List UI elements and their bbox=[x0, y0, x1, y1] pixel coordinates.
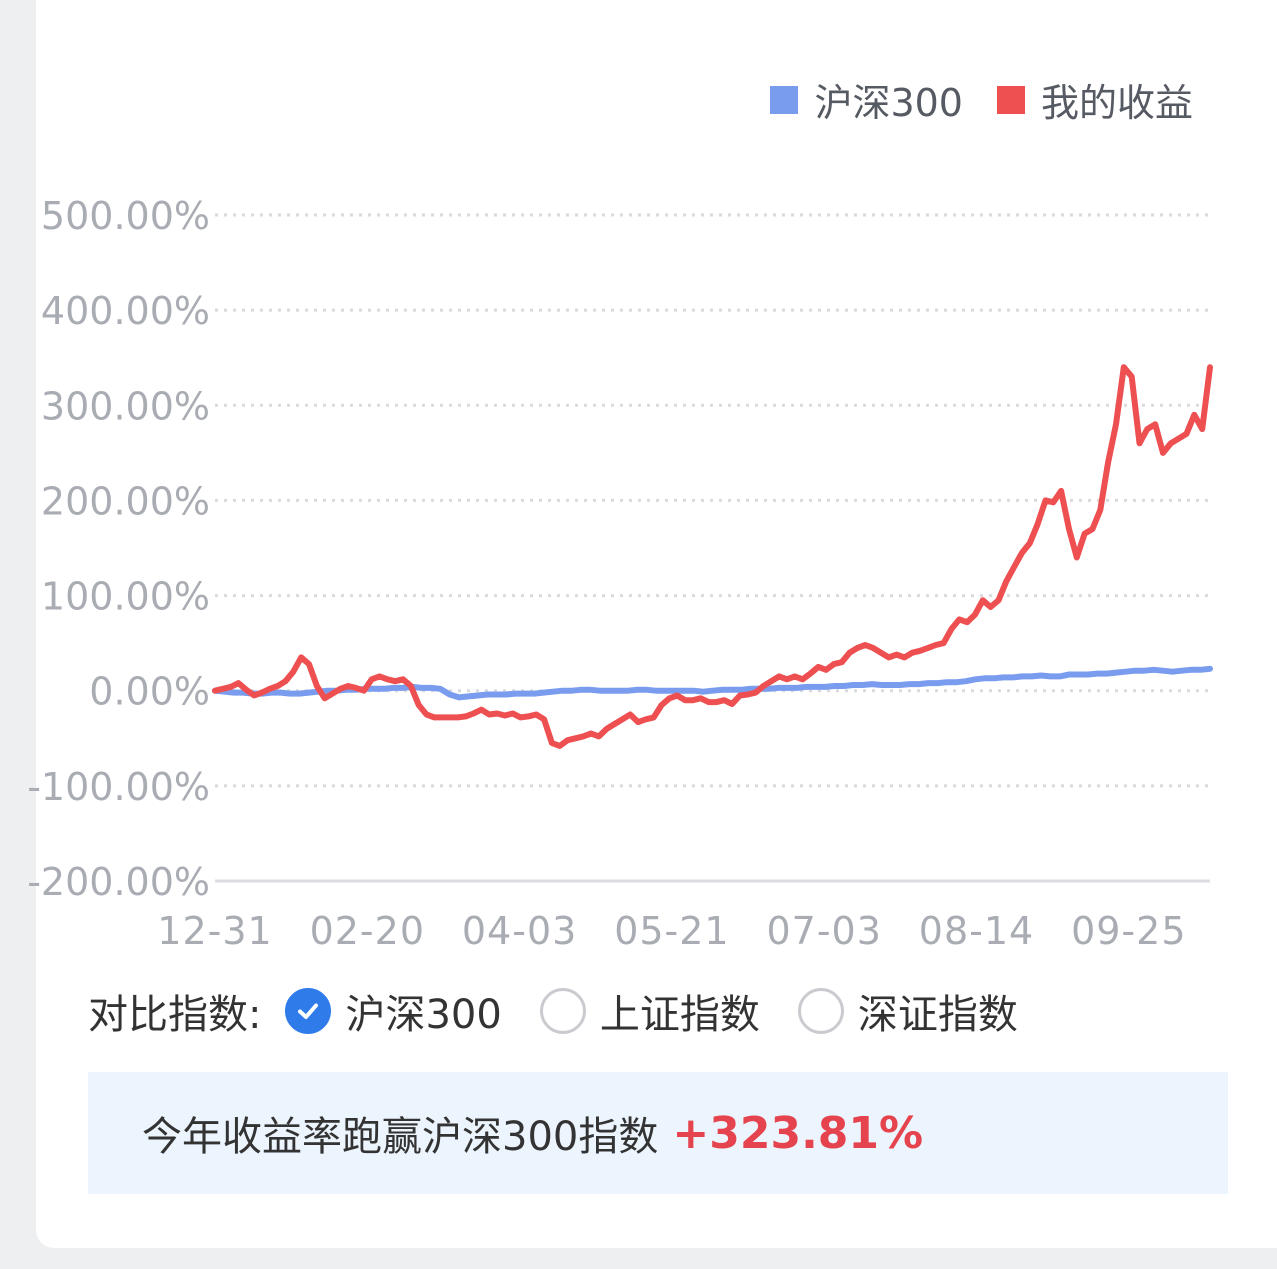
x-tick-label: 07-03 bbox=[766, 909, 881, 953]
radio-empty-icon[interactable] bbox=[539, 988, 586, 1034]
x-tick-label: 12-31 bbox=[157, 909, 272, 953]
summary-banner: 今年收益率跑赢沪深300指数 +323.81% bbox=[88, 1072, 1228, 1194]
y-tick-label: -100.00% bbox=[27, 765, 210, 809]
y-tick-label: -200.00% bbox=[27, 860, 210, 904]
x-tick-label: 09-25 bbox=[1071, 909, 1186, 953]
compare-label: 对比指数: bbox=[88, 992, 262, 1038]
checkmark-icon[interactable] bbox=[285, 988, 332, 1034]
y-tick-label: 300.00% bbox=[41, 384, 210, 428]
x-tick-label: 02-20 bbox=[310, 909, 425, 953]
x-tick-label: 04-03 bbox=[462, 909, 577, 953]
y-tick-label: 100.00% bbox=[41, 575, 210, 619]
compare-option-hs300[interactable]: 沪深300 bbox=[285, 982, 502, 1040]
compare-option-label: 沪深300 bbox=[345, 992, 502, 1038]
legend-label-hs300: 沪深300 bbox=[814, 81, 963, 125]
series-line-hs300 bbox=[212, 665, 1213, 701]
compare-option-sse[interactable]: 上证指数 bbox=[539, 982, 760, 1040]
legend-item-my-return[interactable]: 我的收益 bbox=[996, 72, 1193, 127]
legend-swatch-hs300 bbox=[770, 85, 799, 114]
y-tick-label: 400.00% bbox=[41, 289, 210, 333]
legend-swatch-my-return bbox=[996, 85, 1025, 114]
y-tick-label: 0.00% bbox=[89, 670, 210, 714]
series-line-my-return bbox=[212, 364, 1213, 749]
y-tick-label: 200.00% bbox=[41, 479, 210, 523]
compare-option-label: 上证指数 bbox=[599, 992, 760, 1038]
x-tick-label: 08-14 bbox=[919, 909, 1034, 953]
summary-value: +323.81% bbox=[672, 1107, 924, 1159]
x-tick-label: 05-21 bbox=[614, 909, 729, 953]
radio-empty-icon[interactable] bbox=[797, 988, 844, 1034]
summary-text: 今年收益率跑赢沪深300指数 bbox=[142, 1114, 659, 1160]
legend-item-hs300[interactable]: 沪深300 bbox=[770, 72, 963, 127]
y-tick-label: 500.00% bbox=[41, 194, 210, 238]
compare-index-selector: 对比指数: 沪深300 上证指数 深证指数 bbox=[88, 982, 1056, 1040]
chart-legend: 沪深300 我的收益 bbox=[736, 72, 1193, 127]
compare-option-label: 深证指数 bbox=[857, 992, 1018, 1038]
compare-option-szse[interactable]: 深证指数 bbox=[797, 982, 1018, 1040]
legend-label-my-return: 我的收益 bbox=[1040, 81, 1193, 125]
chart-card bbox=[36, 0, 1277, 1248]
